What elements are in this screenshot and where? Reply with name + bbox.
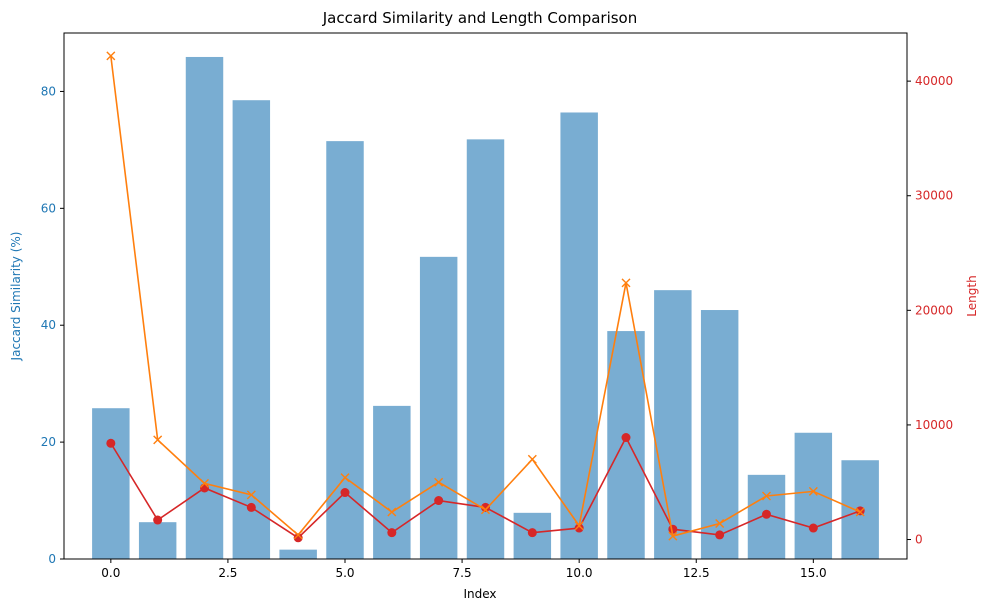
point-2-12: [668, 531, 678, 541]
point-1-14: [762, 509, 771, 519]
x-tick-label-4: 10.0: [566, 566, 593, 580]
x-tick-label-3: 7.5: [453, 566, 472, 580]
point-1-3: [246, 502, 256, 512]
point-1-8: [481, 502, 490, 512]
point-2-4: [293, 530, 303, 540]
point-2-1: [153, 435, 163, 445]
bar-series: [92, 56, 879, 560]
right-tick-label-3: 30000: [915, 189, 953, 203]
bar-2: [185, 56, 224, 560]
left-tick-label-3: 60: [41, 201, 56, 215]
point-2-8: [481, 505, 490, 515]
x-axis-title: Index: [463, 587, 496, 601]
bar-10: [560, 112, 598, 560]
point-2-7: [434, 477, 444, 487]
bar-3: [232, 100, 271, 559]
bar-12: [654, 290, 692, 559]
point-2-5: [340, 473, 350, 483]
point-2-13: [715, 518, 725, 528]
chart-title: Jaccard Similarity and Length Comparison: [322, 9, 638, 27]
point-1-13: [715, 530, 725, 540]
point-2-11: [621, 278, 631, 288]
right-tick-label-4: 40000: [915, 74, 953, 88]
point-1-11: [621, 433, 631, 443]
left-tick-label-1: 20: [41, 435, 56, 449]
point-1-7: [434, 496, 444, 506]
x-tick-label-6: 15.0: [800, 566, 827, 580]
x-tick-label-0: 0.0: [101, 566, 120, 580]
axes-frame: [63, 32, 908, 560]
point-2-10: [574, 521, 584, 531]
x-tick-label-2: 5.0: [335, 566, 354, 580]
left-axis-title: Jaccard Similarity (%): [9, 232, 23, 362]
left-tick-label-4: 80: [41, 84, 56, 98]
point-1-16: [855, 506, 865, 516]
bar-1: [138, 522, 177, 559]
point-2-15: [808, 486, 818, 496]
left-tick-label-0: 0: [48, 552, 56, 566]
point-1-1: [153, 515, 163, 525]
right-tick-label-2: 20000: [915, 303, 953, 317]
point-2-14: [762, 491, 771, 501]
bar-13: [700, 310, 739, 559]
point-1-0: [106, 438, 116, 448]
right-axis-title: Length: [965, 275, 979, 316]
bar-7: [419, 256, 458, 559]
point-1-15: [808, 523, 818, 533]
x-tick-label-1: 2.5: [218, 566, 237, 580]
right-tick-label-0: 0: [915, 533, 923, 547]
x-tick-label-5: 12.5: [683, 566, 710, 580]
right-tick-label-1: 10000: [915, 418, 953, 432]
bar-4: [279, 549, 317, 559]
point-2-2: [200, 478, 209, 488]
point-1-10: [574, 523, 584, 533]
point-1-6: [387, 528, 397, 538]
point-1-9: [527, 528, 537, 538]
plot-frame: [63, 32, 908, 560]
point-2-9: [527, 454, 537, 464]
point-1-5: [340, 488, 350, 498]
point-2-0: [106, 51, 116, 61]
left-tick-label-2: 40: [41, 318, 56, 332]
line-series-group: [106, 51, 865, 543]
bar-8: [466, 139, 505, 559]
line-series-1: [106, 433, 865, 543]
point-2-16: [855, 507, 865, 517]
bar-11: [607, 331, 645, 559]
line-series-2: [106, 51, 865, 541]
point-1-4: [293, 533, 303, 543]
bar-0: [92, 408, 130, 559]
point-2-3: [246, 490, 256, 500]
ticks-group: 0.0 2.5 5.0 7.5 10.0 12.5 15.0 0 20 40 60 80 0 10000 2…: [41, 74, 953, 580]
bar-15: [794, 432, 833, 559]
point-2-6: [387, 507, 397, 517]
